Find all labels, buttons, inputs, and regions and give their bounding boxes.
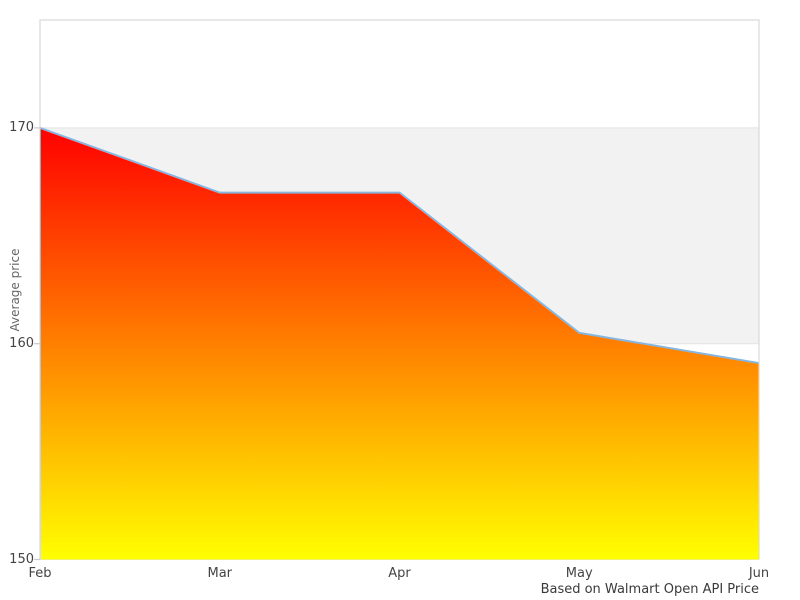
x-tick-label: Mar xyxy=(207,566,233,581)
area-series xyxy=(40,127,759,560)
series-line xyxy=(39,126,760,365)
x-tick-label: Apr xyxy=(388,566,411,581)
x-tick-label: May xyxy=(565,566,593,581)
y-tick-label: 160 xyxy=(9,335,34,351)
x-tick-label: Jun xyxy=(748,566,770,581)
x-tick-label: Feb xyxy=(28,566,52,581)
y-tick-label: 150 xyxy=(9,551,34,567)
y-axis-title: Average price xyxy=(8,248,22,332)
y-tick-label: 170 xyxy=(9,119,34,135)
plot-frame xyxy=(39,19,760,560)
chart-caption: Based on Walmart Open API Price xyxy=(540,582,759,597)
